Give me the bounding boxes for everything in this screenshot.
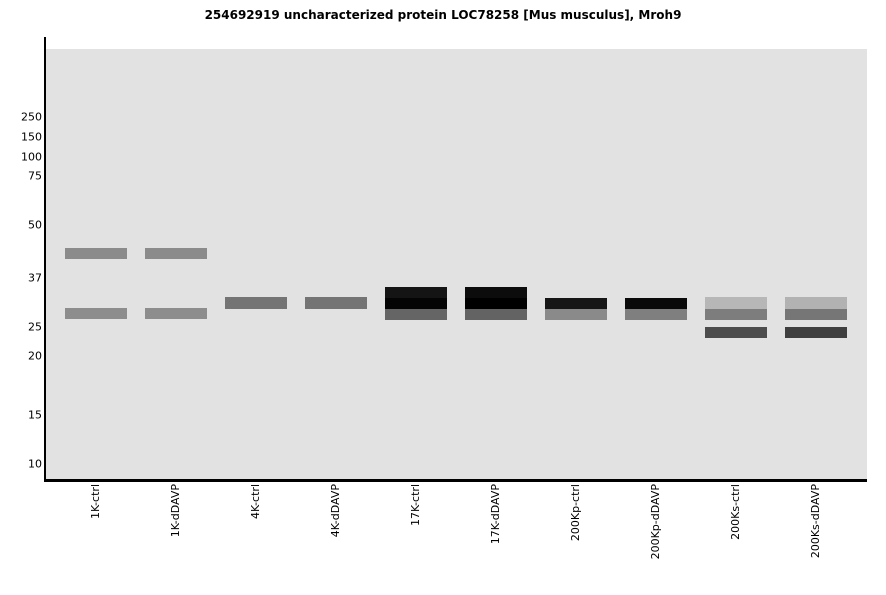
gel-band <box>625 298 687 309</box>
x-tick-label-17k-ddavp: 17K-dDAVP <box>489 484 502 545</box>
gel-band <box>305 297 367 309</box>
x-tick-label-4k-ddavp: 4K-dDAVP <box>329 484 342 538</box>
y-tick-label: 37 <box>28 271 42 285</box>
gel-band <box>785 309 847 320</box>
y-tick-label: 100 <box>21 150 42 164</box>
gel-band <box>385 309 447 320</box>
x-tick-label-1k-ctrl: 1K-ctrl <box>89 484 102 519</box>
gel-band <box>705 297 767 309</box>
x-tick-label-200ks-ctrl: 200Ks-ctrl <box>729 484 742 540</box>
gel-band <box>785 327 847 338</box>
x-tick-label-200ks-ddavp: 200Ks-dDAVP <box>809 484 822 559</box>
gel-band <box>545 298 607 309</box>
gel-band <box>625 309 687 320</box>
gel-band <box>65 308 127 319</box>
gel-band <box>385 287 447 298</box>
y-axis-line <box>44 37 46 482</box>
gel-band <box>545 309 607 320</box>
gel-band <box>225 297 287 309</box>
gel-band <box>705 309 767 320</box>
y-tick-label: 15 <box>28 408 42 422</box>
gel-band <box>785 297 847 309</box>
gel-band <box>465 309 527 320</box>
gel-band <box>65 248 127 259</box>
x-tick-label-4k-ctrl: 4K-ctrl <box>249 484 262 519</box>
gel-band <box>145 308 207 319</box>
x-tick-label-200kp-ddavp: 200Kp-dDAVP <box>649 484 662 560</box>
y-tick-label: 10 <box>28 457 42 471</box>
y-tick-label: 25 <box>28 320 42 334</box>
gel-band <box>705 327 767 338</box>
gel-band <box>465 287 527 298</box>
chart-title: 254692919 uncharacterized protein LOC782… <box>204 8 682 22</box>
x-axis-line <box>44 479 867 482</box>
x-tick-label-1k-ddavp: 1K-dDAVP <box>169 484 182 538</box>
gel-band <box>465 298 527 309</box>
y-tick-label: 20 <box>28 349 42 363</box>
gel-band <box>145 248 207 259</box>
x-tick-label-200kp-ctrl: 200Kp-ctrl <box>569 484 582 542</box>
y-tick-label: 75 <box>28 169 42 183</box>
x-tick-label-17k-ctrl: 17K-ctrl <box>409 484 422 526</box>
gel-plot-area <box>46 49 867 479</box>
y-tick-label: 150 <box>21 130 42 144</box>
gel-band <box>385 298 447 309</box>
y-tick-label: 250 <box>21 110 42 124</box>
y-tick-label: 50 <box>28 218 42 232</box>
